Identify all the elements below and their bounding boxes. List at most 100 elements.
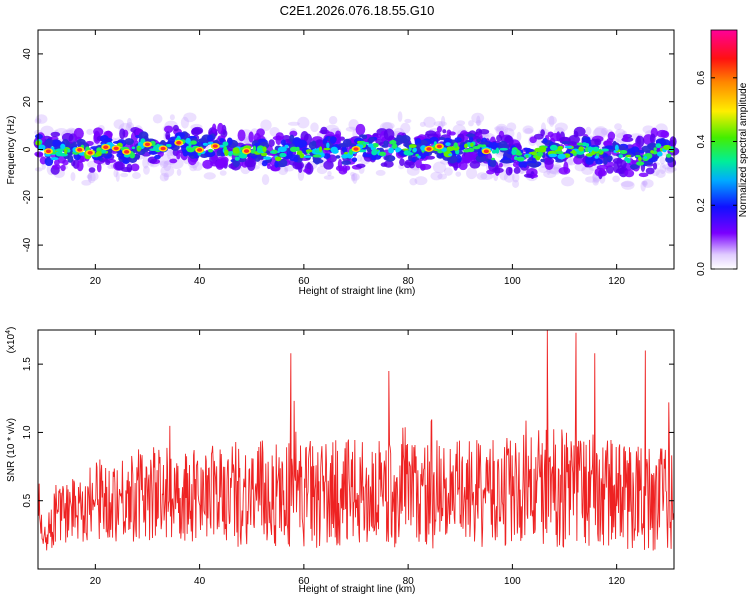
spectrogram-ytick-label: 40 <box>22 48 33 60</box>
spectrogram-xtick-label: 120 <box>608 276 625 287</box>
snr-line <box>38 330 674 551</box>
spectrogram-halo <box>640 180 646 192</box>
spectrogram-band <box>126 163 133 173</box>
spectrogram-core <box>78 151 86 156</box>
spectrogram-core <box>581 142 588 147</box>
spectrogram-hotspot-peak <box>212 144 218 148</box>
spectrogram-halo <box>70 172 76 182</box>
spectrogram-core <box>136 147 142 151</box>
colorbar-tick-label: 0.0 <box>696 262 707 276</box>
spectrogram-band <box>73 127 84 140</box>
spectrogram-panel: 20 40 60 80 100 120 -40 -20 0 20 40 Height of stra… <box>6 29 680 297</box>
spectrogram-halo <box>404 118 412 124</box>
spectrogram-band <box>51 164 61 170</box>
spectrogram-core-blue <box>540 158 545 163</box>
spectrogram-core-blue <box>498 140 508 149</box>
colorbar-tick-label: 0.4 <box>696 134 707 148</box>
spectrogram-core <box>655 143 662 149</box>
spectrogram-core-blue <box>186 151 196 156</box>
spectrogram-core <box>470 142 474 147</box>
spectrogram-halo <box>34 167 43 172</box>
spectrogram-core <box>95 150 102 157</box>
spectrogram-core <box>592 146 600 152</box>
spectrogram-core <box>299 153 305 159</box>
spectrogram-band <box>458 161 468 171</box>
spectrogram-core <box>408 144 417 148</box>
spectrogram-xtick-label: 80 <box>403 276 415 287</box>
spectrogram-core-blue <box>323 153 331 159</box>
spectrogram-halo <box>163 160 172 172</box>
spectrogram-band <box>211 123 217 133</box>
spectrogram-halo <box>522 125 534 135</box>
spectrogram-core <box>302 155 312 158</box>
spectrogram-halo <box>327 170 332 177</box>
spectrogram-band <box>638 172 649 178</box>
snr-ytick-label: 0.5 <box>22 493 33 507</box>
spectrogram-halo <box>585 176 597 183</box>
colorbar-label: Normalized spectral amplitude <box>738 82 749 217</box>
spectrogram-core <box>570 151 577 154</box>
snr-frame <box>37 329 675 570</box>
spectrogram-core-blue <box>52 139 61 147</box>
spectrogram-halo <box>397 111 403 122</box>
spectrogram-core-blue <box>555 159 564 163</box>
spectrogram-core <box>64 148 68 155</box>
spectrogram-halo <box>203 172 216 180</box>
spectrogram-band <box>645 167 655 175</box>
spectrogram-halo <box>664 166 675 174</box>
spectrogram-halo <box>642 180 648 187</box>
spectrogram-halo <box>476 115 481 127</box>
spectrogram-core-blue <box>296 141 304 146</box>
spectrogram-halo <box>345 126 357 132</box>
spectrogram-halo <box>494 125 507 132</box>
spectrogram-band <box>399 158 405 166</box>
spectrogram-hotspot-peak <box>176 141 182 145</box>
spectrogram-band <box>498 162 503 168</box>
spectrogram-halo <box>506 122 517 132</box>
spectrogram-halo <box>496 126 501 133</box>
spectrogram-core <box>515 152 523 156</box>
spectrogram-core <box>448 153 453 157</box>
spectrogram-core <box>234 156 240 161</box>
spectrogram-core <box>312 154 322 158</box>
spectrogram-core-blue <box>454 137 462 143</box>
spectrogram-halo <box>432 161 447 174</box>
spectrogram-core-blue <box>341 160 352 166</box>
spectrogram-hotspot-peak <box>353 147 359 151</box>
spectrogram-band <box>529 136 537 144</box>
spectrogram-core-blue <box>362 151 367 158</box>
spectrogram-halo <box>143 165 150 175</box>
spectrogram-core-blue <box>420 140 427 145</box>
colorbar-tick-label: 0.2 <box>696 198 707 212</box>
spectrogram-core-blue <box>466 133 476 138</box>
spectrogram-core <box>392 143 398 150</box>
spectrogram-band <box>88 167 96 173</box>
spectrogram-core-blue <box>585 155 594 165</box>
spectrogram-halo <box>655 169 666 178</box>
spectrogram-core-blue <box>604 145 615 150</box>
spectrogram-halo <box>132 172 141 180</box>
svg-text:(x104): (x104) <box>5 327 17 354</box>
spectrogram-core <box>555 151 564 155</box>
spectrogram-core <box>445 142 451 147</box>
spectrogram-hotspot-peak <box>243 149 250 153</box>
spectrogram-halo <box>87 172 93 182</box>
spectrogram-core <box>202 142 209 146</box>
spectrogram-band <box>217 122 224 135</box>
spectrogram-core <box>531 151 538 156</box>
spectrogram-halo <box>297 116 310 129</box>
spectrogram-core-blue <box>489 158 497 168</box>
spectrogram-core-blue <box>607 155 613 162</box>
spectrogram-core <box>295 146 300 152</box>
spectrogram-core-blue <box>381 144 389 148</box>
spectrogram-core <box>224 149 229 156</box>
spectrogram-halo <box>480 172 494 180</box>
spectrogram-halo <box>113 169 119 178</box>
spectrogram-core <box>585 153 593 157</box>
spectrogram-band <box>248 131 254 143</box>
spectrogram-band <box>191 127 201 136</box>
spectrogram-band <box>337 158 343 170</box>
spectrogram-halo <box>642 179 654 188</box>
spectrogram-halo <box>142 156 149 169</box>
